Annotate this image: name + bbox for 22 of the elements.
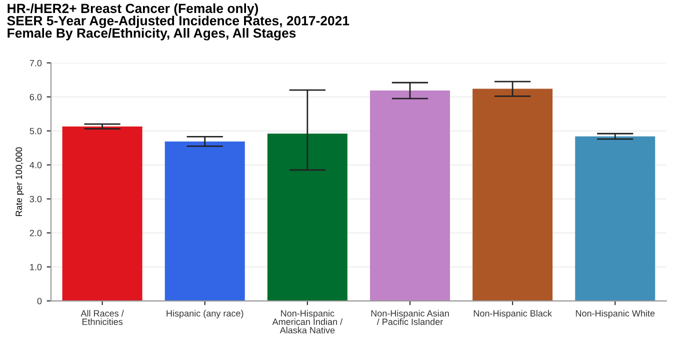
- bar: [267, 134, 348, 301]
- y-tick-label: 1.0: [30, 264, 42, 270]
- chart-title: HR-/HER2+ Breast Cancer (Female only) SEER 5-Year Age-Adjusted Incidence Rates, 2017-2021 Female By Race/Ethnicity, All Ages, All Stages: [7, 3, 350, 40]
- x-tick-label: All Races / Ethnicities: [80, 310, 124, 325]
- y-tick-label: 6.0: [30, 94, 42, 100]
- y-tick-label: 5.0: [30, 128, 42, 134]
- x-tick-label: Non-Hispanic Black: [474, 310, 552, 318]
- bar: [472, 88, 553, 301]
- y-tick-label: 0: [37, 298, 42, 304]
- x-tick-label: Non-Hispanic Asian / Pacific Islander: [371, 310, 449, 325]
- x-tick-label: Non-Hispanic American Indian / Alaska Native: [272, 310, 343, 334]
- y-tick-label: 3.0: [30, 196, 42, 202]
- y-axis-title: Rate per 100,000: [16, 147, 24, 216]
- bar: [575, 136, 656, 301]
- y-tick-label: 2.0: [30, 230, 42, 236]
- y-tick-label: 7.0: [30, 60, 42, 66]
- x-tick-label: Hispanic (any race): [166, 310, 244, 318]
- bar: [370, 90, 450, 301]
- bar: [164, 141, 245, 301]
- y-tick-label: 4.0: [30, 162, 42, 168]
- bar: [62, 126, 142, 301]
- x-tick-label: Non-Hispanic White: [576, 310, 655, 318]
